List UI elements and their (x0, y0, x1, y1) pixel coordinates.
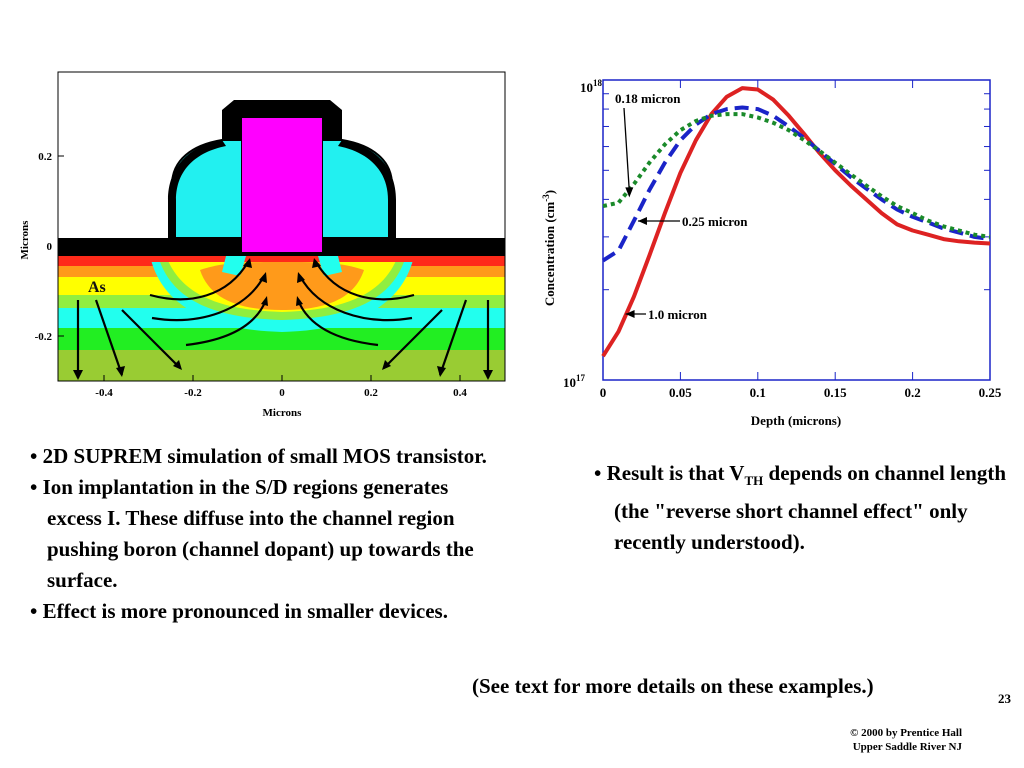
x-tick-label: 0.25 (979, 385, 1002, 400)
bullet-effect: • Effect is more pronounced in smaller d… (30, 599, 448, 623)
concentration-depth-chart: 0 0.05 0.1 0.15 0.2 0.25 0.18 micron 0.25 micr… (541, 78, 1002, 428)
annotation-label: 0.18 micron (615, 91, 681, 106)
copyright-line: Upper Saddle River NJ (852, 741, 962, 753)
x-tick: -0.2 (184, 387, 202, 399)
series-line-0-25-micron (601, 105, 991, 263)
series-line-1-0-micron (601, 86, 991, 358)
copyright-line: © 2000 by Prentice Hall (850, 727, 962, 739)
x-tick: 0.4 (453, 387, 467, 399)
x-tick: 0 (279, 387, 285, 399)
bullet-suprem: • 2D SUPREM simulation of small MOS tran… (30, 444, 487, 468)
plot-frame (602, 79, 991, 381)
annotation-arrow (623, 107, 630, 192)
annotation-arrowhead (625, 187, 634, 198)
x-tick-label: 0.05 (669, 385, 692, 400)
annotation-label: 1.0 micron (648, 307, 708, 322)
see-text-note: (See text for more details on these exam… (472, 674, 874, 698)
x-axis-label: Depth (microns) (751, 413, 841, 428)
result-bullet: • Result is that VTH depends on channel … (594, 461, 1007, 555)
y-tick-top: 1018 (580, 78, 603, 95)
y-axis-label: Microns (19, 220, 31, 260)
y-axis-label: Concentration (cm-3) (541, 190, 557, 306)
series-line-0-18-micron (602, 112, 991, 239)
annotation-arrowhead (637, 217, 647, 225)
x-axis-label: Microns (263, 407, 303, 419)
bullet-ion-implantation: • Ion implantation in the S/D regions ge… (30, 475, 474, 592)
copyright-notice: © 2000 by Prentice Hall Upper Saddle Riv… (820, 726, 962, 754)
page-number: 23 (998, 691, 1011, 706)
arsenic-label: As (88, 279, 106, 296)
y-tick: -0.2 (35, 331, 53, 343)
y-tick: 0 (47, 241, 53, 253)
x-tick-label: 0.1 (750, 385, 766, 400)
annotation-arrowhead (625, 310, 635, 318)
x-tick: -0.4 (95, 387, 113, 399)
y-tick-bottom: 1017 (563, 373, 586, 390)
x-tick-label: 0 (600, 385, 607, 400)
left-bullet-list: • 2D SUPREM simulation of small MOS tran… (30, 441, 500, 627)
x-tick-label: 0.2 (904, 385, 920, 400)
x-tick: 0.2 (364, 387, 378, 399)
annotation-label: 0.25 micron (682, 214, 748, 229)
x-tick-label: 0.15 (824, 385, 847, 400)
suprem-simulation-figure: 0.2 0 -0.2 -0.4 -0.2 0 0.2 0.4 Microns M… (19, 71, 506, 419)
y-tick: 0.2 (38, 151, 52, 163)
